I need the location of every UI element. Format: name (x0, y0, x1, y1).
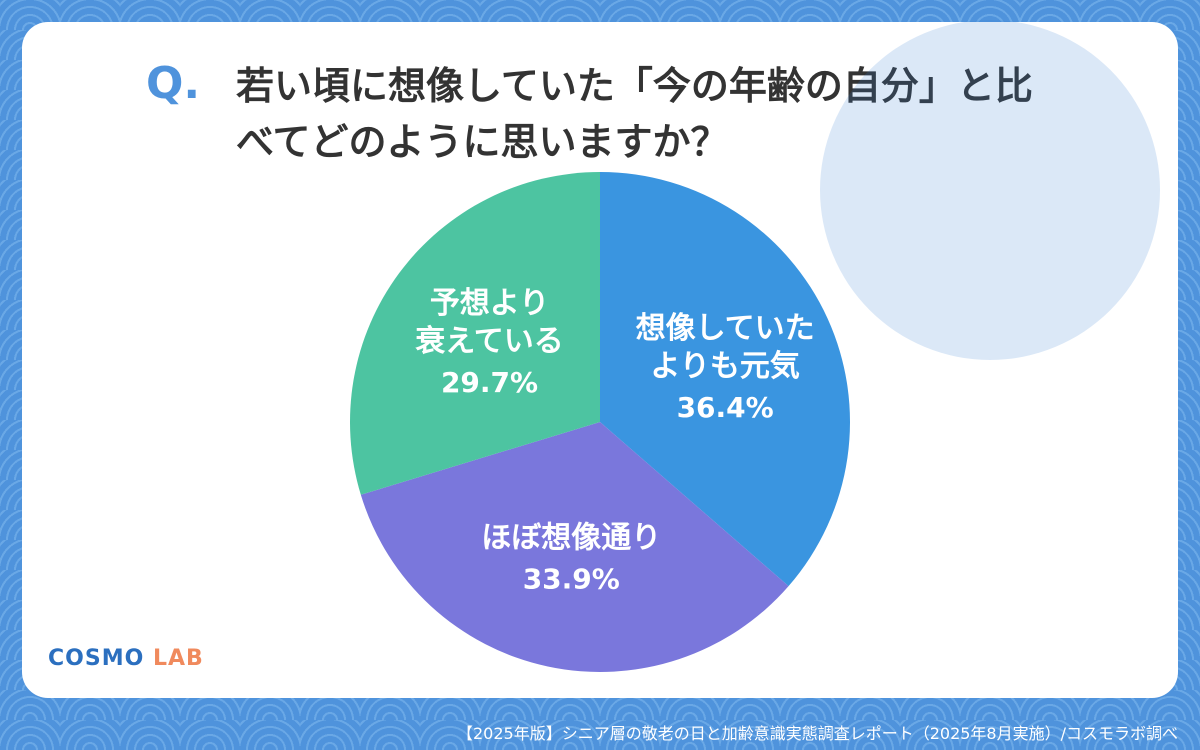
pie-slice (350, 172, 600, 495)
logo-right: LAB (152, 646, 204, 671)
slice-label-line: ほぼ想像通り (481, 520, 661, 555)
source: 【2025年版】シニア層の敬老の日と加齢意識実態調査レポート（2025年8月実施… (456, 724, 1178, 743)
logo: COSMO LAB (48, 646, 204, 671)
slice-label-line: 衰えている (415, 324, 564, 359)
value-label: 36.4% (677, 391, 774, 424)
slice-label-line: よりも元気 (650, 349, 799, 384)
chart-title: 若い頃に想像していた「今の年齢の自分」と比べてどのように思いますか？ (236, 64, 1033, 164)
slice-label-line: 予想より (430, 286, 549, 321)
slice-label-line: 想像していた (636, 311, 815, 346)
slice-label: 予想より衰えている (415, 286, 564, 359)
pie-slice (360, 422, 789, 673)
slice-label: 想像していたよりも元気 (636, 311, 815, 384)
decoration (820, 20, 1160, 360)
slice-label: ほぼ想像通り (481, 520, 661, 555)
value-label: 29.7% (441, 366, 538, 399)
logo-left: COSMO (48, 646, 145, 671)
value-label: 33.9% (523, 562, 620, 595)
pie-slice (600, 172, 850, 587)
question-mark: Q. (146, 58, 201, 109)
